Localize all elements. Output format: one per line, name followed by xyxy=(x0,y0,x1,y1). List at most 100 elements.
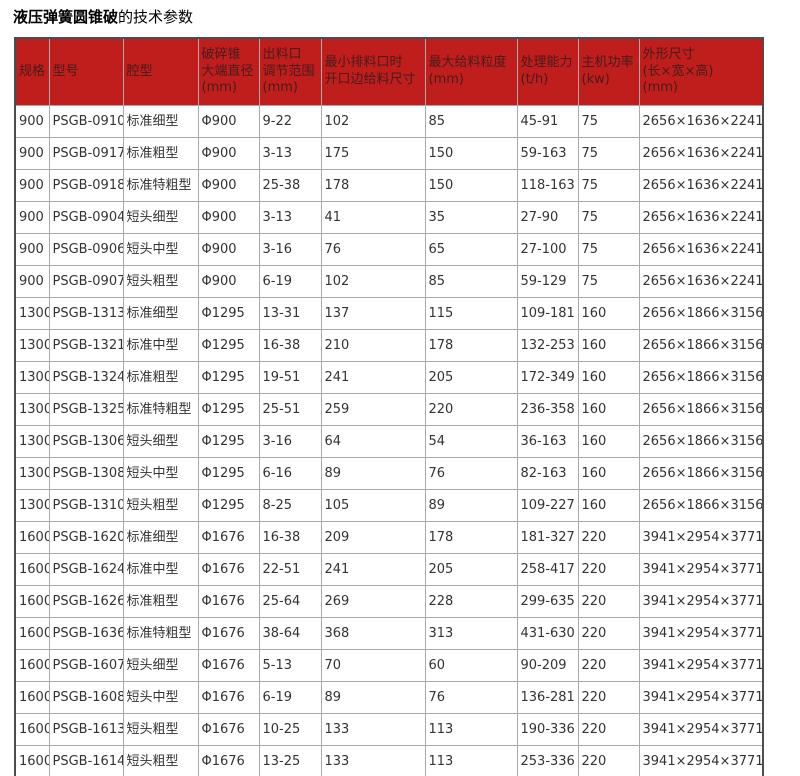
table-cell: 短头粗型 xyxy=(122,745,199,776)
table-cell: 75 xyxy=(577,265,640,298)
table-cell: 160 xyxy=(577,297,640,330)
table-cell: 2656×1636×2241 xyxy=(638,265,764,298)
table-cell: 2656×1636×2241 xyxy=(638,169,764,202)
table-cell: 65 xyxy=(424,233,518,266)
table-cell: 6-19 xyxy=(258,265,322,298)
table-row: 900 PSGB-0907 短头粗型 Φ900 6-19 102 85 59-129 75 265… xyxy=(14,265,764,298)
table-cell: 短头中型 xyxy=(122,233,199,266)
table-row: 900 PSGB-0904 短头细型 Φ900 3-13 41 35 27-90 75 2656×… xyxy=(14,201,764,234)
table-cell: 102 xyxy=(320,265,426,298)
table-cell: 220 xyxy=(577,713,640,746)
table-cell: 3-13 xyxy=(258,137,322,170)
table-cell: 标准中型 xyxy=(122,329,199,362)
table-cell: 短头粗型 xyxy=(122,713,199,746)
table-cell: 220 xyxy=(577,649,640,682)
table-row: 1300 PSGB-1324 标准粗型 Φ1295 19-51 241 205 172-349… xyxy=(14,361,764,394)
table-row: 1300 PSGB-1308 短头中型 Φ1295 6-16 89 76 82-163 160 2… xyxy=(14,457,764,490)
table-cell: 2656×1866×3156 xyxy=(638,489,764,522)
page-title: 液压弹簧圆锥破的技术参数 xyxy=(13,7,193,27)
table-header: 规格 型号 腔型 破碎锥 大端直径 (mm) 出料口 调节范围 (mm) 最小排料口时 开… xyxy=(14,37,764,106)
table-cell: 标准细型 xyxy=(122,105,199,138)
table-cell: 3-13 xyxy=(258,201,322,234)
table-cell: 368 xyxy=(320,617,426,650)
table-cell: 59-129 xyxy=(516,265,579,298)
table-cell: 3941×2954×3771 xyxy=(638,553,764,586)
table-cell: PSGB-1325 xyxy=(48,393,124,426)
table-cell: Φ900 xyxy=(197,265,260,298)
table-cell: Φ1295 xyxy=(197,425,260,458)
table-cell: 6-16 xyxy=(258,457,322,490)
table-cell: 1300 xyxy=(14,361,50,394)
table-cell: 标准中型 xyxy=(122,553,199,586)
table-cell: PSGB-1306 xyxy=(48,425,124,458)
table-row: 900 PSGB-0917 标准粗型 Φ900 3-13 175 150 59-163 75 26… xyxy=(14,137,764,170)
table-cell: 1300 xyxy=(14,297,50,330)
table-cell: 178 xyxy=(424,521,518,554)
table-cell: 标准特粗型 xyxy=(122,169,199,202)
table-cell: 1300 xyxy=(14,393,50,426)
table-cell: PSGB-0918 xyxy=(48,169,124,202)
table-cell: 76 xyxy=(320,233,426,266)
table-cell: 160 xyxy=(577,329,640,362)
table-cell: 89 xyxy=(424,489,518,522)
table-cell: 89 xyxy=(320,681,426,714)
table-cell: 短头中型 xyxy=(122,457,199,490)
table-row: 1600 PSGB-1636 标准特粗型 Φ1676 38-64 368 313 431-63… xyxy=(14,617,764,650)
table-cell: PSGB-1321 xyxy=(48,329,124,362)
table-cell: 132-253 xyxy=(516,329,579,362)
table-cell: PSGB-1636 xyxy=(48,617,124,650)
header-cell-9: 外形尺寸 (长×宽×高) (mm) xyxy=(638,37,764,106)
table-cell: 113 xyxy=(424,713,518,746)
table-cell: Φ1676 xyxy=(197,745,260,776)
table-cell: 228 xyxy=(424,585,518,618)
table-cell: 2656×1866×3156 xyxy=(638,329,764,362)
table-cell: Φ1676 xyxy=(197,617,260,650)
page-title-emphasis: 液压弹簧圆锥破 xyxy=(13,8,119,26)
table-cell: 短头细型 xyxy=(122,201,199,234)
table-cell: 1600 xyxy=(14,649,50,682)
table-cell: 16-38 xyxy=(258,521,322,554)
table-cell: 75 xyxy=(577,201,640,234)
table-cell: 1600 xyxy=(14,745,50,776)
table-cell: 160 xyxy=(577,393,640,426)
table-cell: 6-19 xyxy=(258,681,322,714)
table-cell: PSGB-0904 xyxy=(48,201,124,234)
table-cell: 210 xyxy=(320,329,426,362)
table-cell: 172-349 xyxy=(516,361,579,394)
table-cell: 标准粗型 xyxy=(122,585,199,618)
header-cell-1: 型号 xyxy=(48,37,124,106)
table-cell: PSGB-1620 xyxy=(48,521,124,554)
table-row: 1600 PSGB-1614 短头粗型 Φ1676 13-25 133 113 253-336… xyxy=(14,745,764,776)
header-cell-4: 出料口 调节范围 (mm) xyxy=(258,37,322,106)
table-cell: 13-25 xyxy=(258,745,322,776)
table-cell: 220 xyxy=(577,553,640,586)
table-cell: 3-16 xyxy=(258,233,322,266)
table-cell: Φ1295 xyxy=(197,393,260,426)
table-cell: 1600 xyxy=(14,617,50,650)
table-cell: Φ1676 xyxy=(197,713,260,746)
table-row: 1600 PSGB-1613 短头粗型 Φ1676 10-25 133 113 190-336… xyxy=(14,713,764,746)
table-cell: 22-51 xyxy=(258,553,322,586)
table-row: 1300 PSGB-1313 标准细型 Φ1295 13-31 137 115 109-181… xyxy=(14,297,764,330)
table-cell: 19-51 xyxy=(258,361,322,394)
table-cell: PSGB-1614 xyxy=(48,745,124,776)
table-cell: 59-163 xyxy=(516,137,579,170)
table-cell: 标准细型 xyxy=(122,297,199,330)
table-row: 1300 PSGB-1306 短头细型 Φ1295 3-16 64 54 36-163 160 2… xyxy=(14,425,764,458)
table-cell: 75 xyxy=(577,233,640,266)
table-cell: 205 xyxy=(424,553,518,586)
table-cell: PSGB-0910 xyxy=(48,105,124,138)
table-cell: Φ1295 xyxy=(197,489,260,522)
table-cell: 205 xyxy=(424,361,518,394)
table-cell: PSGB-1608 xyxy=(48,681,124,714)
header-cell-2: 腔型 xyxy=(122,37,199,106)
table-cell: 220 xyxy=(577,617,640,650)
table-cell: 1600 xyxy=(14,713,50,746)
table-cell: 1600 xyxy=(14,585,50,618)
table-cell: Φ1295 xyxy=(197,297,260,330)
table-cell: 89 xyxy=(320,457,426,490)
table-cell: 短头粗型 xyxy=(122,265,199,298)
table-cell: 109-181 xyxy=(516,297,579,330)
table-cell: 54 xyxy=(424,425,518,458)
table-cell: PSGB-0907 xyxy=(48,265,124,298)
